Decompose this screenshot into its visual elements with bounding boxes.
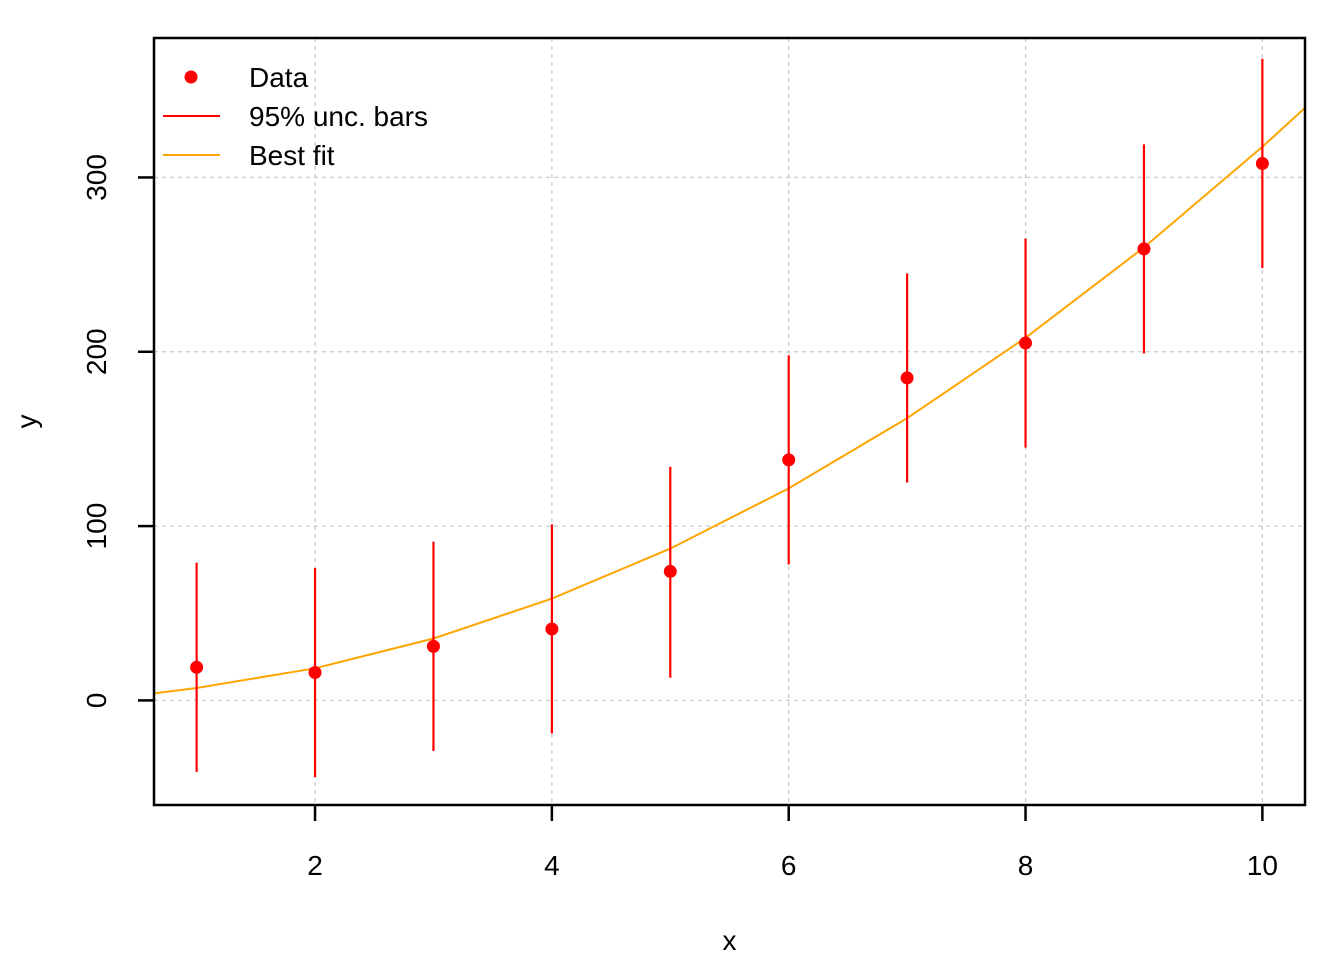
data-point-8 xyxy=(1019,336,1033,350)
y-tick-label-2: 200 xyxy=(81,328,112,375)
x-axis-label: x xyxy=(723,925,737,956)
x-tick-label-4: 10 xyxy=(1247,850,1278,881)
data-point-2 xyxy=(308,666,322,680)
y-tick-label-0: 0 xyxy=(81,693,112,709)
x-tick-label-3: 8 xyxy=(1018,850,1034,881)
data-point-1 xyxy=(190,660,204,674)
x-tick-label-1: 4 xyxy=(544,850,560,881)
plot-frame xyxy=(152,36,1307,807)
uncertainty-bars-layer xyxy=(195,58,1264,778)
data-point-10 xyxy=(1255,157,1269,171)
legend-data-marker xyxy=(184,70,198,84)
best-fit-curve xyxy=(154,107,1305,695)
y-axis-label: y xyxy=(11,415,42,429)
legend-label-0: Data xyxy=(249,62,309,93)
data-point-4 xyxy=(545,622,559,636)
data-point-3 xyxy=(426,639,440,653)
data-points-layer xyxy=(190,157,1269,680)
x-tick-label-0: 2 xyxy=(307,850,323,881)
legend: Data 95% unc. bars Best fit xyxy=(163,62,428,171)
y-tick-label-1: 100 xyxy=(81,503,112,550)
y-tick-label-3: 300 xyxy=(81,154,112,201)
y-axis: 0 100 200 300 xyxy=(81,154,154,708)
x-tick-label-2: 6 xyxy=(781,850,797,881)
data-point-9 xyxy=(1137,242,1151,256)
data-point-6 xyxy=(782,453,796,467)
data-point-5 xyxy=(663,564,677,578)
data-point-7 xyxy=(900,371,914,385)
legend-label-2: Best fit xyxy=(249,140,335,171)
best-fit-layer xyxy=(154,107,1305,695)
legend-label-1: 95% unc. bars xyxy=(249,101,428,132)
x-axis: 2 4 6 8 10 xyxy=(307,805,1278,881)
